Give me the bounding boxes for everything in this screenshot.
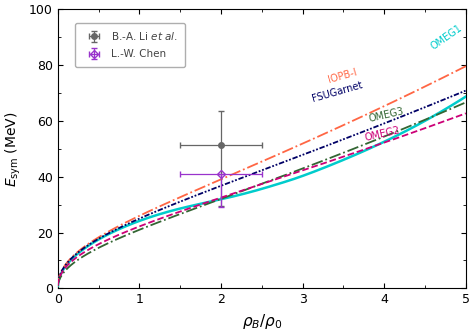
Text: OMEG3: OMEG3 (368, 106, 405, 124)
Text: OMEG1: OMEG1 (429, 23, 464, 52)
Text: IOPB-I: IOPB-I (327, 67, 358, 84)
Y-axis label: $E_{\mathrm{sym}}$ (MeV): $E_{\mathrm{sym}}$ (MeV) (4, 111, 24, 187)
X-axis label: $\rho_B / \rho_0$: $\rho_B / \rho_0$ (242, 312, 282, 331)
Legend: B.-A. Li $et\ al.$, L.-W. Chen: B.-A. Li $et\ al.$, L.-W. Chen (75, 23, 185, 67)
Text: OMEG2: OMEG2 (364, 125, 401, 143)
Text: FSUGarnet: FSUGarnet (311, 80, 364, 104)
